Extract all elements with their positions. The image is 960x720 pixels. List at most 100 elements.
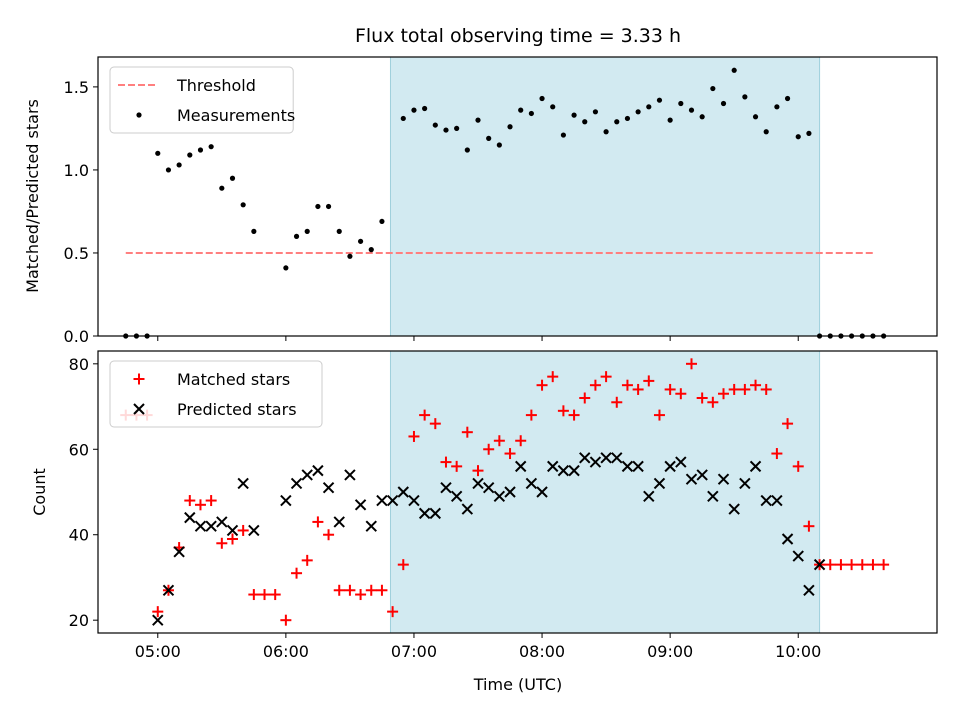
data-point [600,452,612,464]
data-point [440,482,452,494]
data-point [155,150,161,156]
data-point [547,371,559,383]
data-point [483,443,495,455]
legend-swatch [133,403,145,415]
data-point [803,520,815,532]
data-point [653,409,665,421]
data-point [824,559,836,571]
data-point [518,107,524,113]
data-point [792,460,804,472]
data-point [432,122,438,128]
data-point [322,482,335,494]
legend-entry: Measurements [136,106,295,125]
data-point [688,107,695,113]
data-point [205,520,217,532]
data-point [312,464,324,477]
data-point [194,499,206,511]
data-point [771,494,783,507]
data-point [699,114,705,120]
data-point [579,392,591,404]
data-point [226,533,238,545]
data-point [283,265,289,271]
data-point [621,379,633,391]
data-point [208,144,214,150]
data-point [781,533,794,545]
data-point [301,469,313,481]
data-point [301,554,313,566]
data-point [482,482,495,494]
data-point [749,460,762,473]
data-point [312,516,324,528]
data-point [290,477,303,490]
bottom-y-axis-label: Count [30,468,49,516]
data-point [750,379,762,391]
data-point [728,383,740,395]
data-point [579,452,591,464]
data-point [707,490,719,502]
data-point [667,117,673,123]
data-point [451,460,463,472]
data-point [408,430,420,442]
data-point [611,452,623,464]
data-point [720,100,727,107]
data-point [187,152,193,158]
bottom-panel: 20 40 60 80 05:00 06:00 07:00 08:00 09:00 10:00 Ma… [69,350,938,661]
data-point [846,559,858,571]
x-axis-label: Time (UTC) [473,675,562,694]
legend-box [109,360,323,428]
data-point [514,460,527,473]
series-matched-stars [120,358,890,626]
data-point [355,589,367,601]
y-tick-label: 20 [69,611,89,630]
legend: Threshold Measurements [109,66,295,134]
data-point [504,448,516,460]
data-point [336,228,342,234]
axes-frame [97,350,938,634]
data-point [696,469,708,481]
data-point [582,119,588,125]
y-tick-label: 1.5 [64,78,89,97]
data-point [760,383,772,395]
data-point [237,477,249,490]
data-point [418,507,431,520]
data-point [461,426,473,438]
data-point [784,95,791,102]
data-point [589,456,602,468]
legend: Matched stars Predicted stars [109,360,323,428]
y-tick-label: 40 [69,526,89,545]
data-point [429,507,442,520]
data-point [379,218,385,225]
data-point [835,559,847,571]
data-point [717,473,730,485]
data-point [240,202,246,208]
data-point [592,109,599,115]
data-point [493,435,505,447]
data-point [173,546,185,558]
data-point [742,94,748,100]
data-point [550,104,556,110]
observing-window-shade [389,350,821,634]
data-point [653,477,666,490]
legend-label: Matched stars [177,370,290,389]
data-point [176,162,182,168]
data-point [229,175,236,181]
series-measurements [123,67,887,339]
data-point [184,495,196,507]
data-point [515,435,527,447]
data-point [589,379,601,391]
data-point [568,409,580,421]
data-point [376,494,388,507]
data-point [251,228,257,234]
data-point [184,511,196,524]
data-point [792,550,804,562]
y-tick-label: 80 [69,355,89,374]
y-tick-label: 0.0 [64,327,89,346]
data-point [443,127,449,133]
data-point [205,495,217,507]
data-point [333,584,345,596]
data-point [696,392,708,404]
data-point [397,559,409,571]
data-point [411,107,417,113]
data-point [357,238,364,244]
